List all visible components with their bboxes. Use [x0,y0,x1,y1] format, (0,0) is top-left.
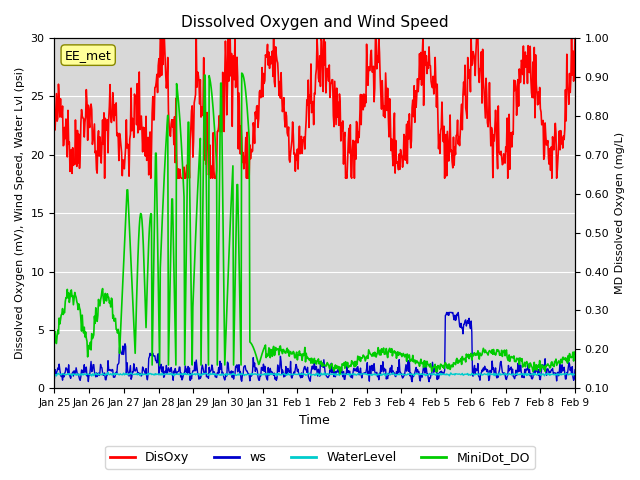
DisOxy [100,175,108,181]
ws [233,362,241,368]
ws [571,367,579,373]
DisOxy [571,35,579,41]
WaterLevel [399,372,406,377]
MiniDot_DO [111,315,119,321]
MiniDot_DO [336,371,344,377]
WaterLevel [208,372,216,377]
Line: WaterLevel: WaterLevel [54,372,575,376]
ws [443,310,451,315]
MiniDot_DO [238,70,246,76]
Title: Dissolved Oxygen and Wind Speed: Dissolved Oxygen and Wind Speed [181,15,449,30]
DisOxy [234,146,242,152]
MiniDot_DO [253,357,261,362]
ws [425,379,433,384]
WaterLevel [113,371,120,376]
ws [207,367,215,373]
WaterLevel [51,371,58,377]
DisOxy [399,164,406,170]
Legend: DisOxy, ws, WaterLevel, MiniDot_DO: DisOxy, ws, WaterLevel, MiniDot_DO [105,446,535,469]
DisOxy [156,35,164,41]
Line: ws: ws [54,312,575,382]
Y-axis label: Dissolved Oxygen (mV), Wind Speed, Water Lvl (psi): Dissolved Oxygen (mV), Wind Speed, Water… [15,67,25,360]
WaterLevel [369,372,376,377]
WaterLevel [234,371,241,377]
WaterLevel [104,370,112,375]
Line: DisOxy: DisOxy [54,38,575,178]
MiniDot_DO [571,351,579,357]
DisOxy [254,124,262,130]
X-axis label: Time: Time [300,414,330,427]
ws [51,376,58,382]
Text: EE_met: EE_met [65,48,111,61]
MiniDot_DO [51,339,58,345]
MiniDot_DO [369,350,377,356]
WaterLevel [571,372,579,377]
Y-axis label: MD Dissolved Oxygen (mg/L): MD Dissolved Oxygen (mg/L) [615,132,625,294]
MiniDot_DO [399,352,406,358]
WaterLevel [253,371,261,377]
ws [253,365,260,371]
ws [368,362,376,368]
WaterLevel [382,373,390,379]
DisOxy [209,175,216,181]
MiniDot_DO [233,182,241,188]
DisOxy [369,63,377,69]
DisOxy [113,100,120,106]
MiniDot_DO [207,85,215,91]
Line: MiniDot_DO: MiniDot_DO [54,73,575,374]
ws [111,372,119,377]
DisOxy [51,120,58,126]
ws [397,371,405,376]
